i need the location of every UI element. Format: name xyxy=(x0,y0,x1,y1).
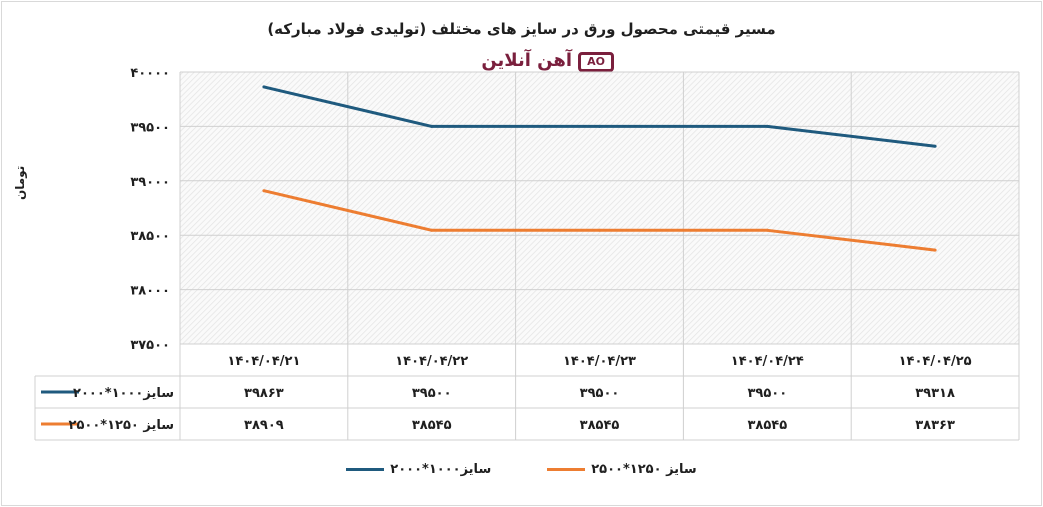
x-tick-label: ۱۴۰۴/۰۴/۲۲ xyxy=(395,354,468,369)
y-tick-label: ۳۸۰۰۰ xyxy=(130,284,170,299)
y-tick-label: ۳۹۰۰۰ xyxy=(130,175,170,190)
y-tick-label: ۳۸۵۰۰ xyxy=(130,229,170,244)
y-tick-label: ۳۹۵۰۰ xyxy=(130,120,170,135)
brand-logo: آهن آنلاین AO xyxy=(460,48,620,76)
x-tick-label: ۱۴۰۴/۰۴/۲۵ xyxy=(899,354,972,369)
legend-swatch xyxy=(547,468,586,471)
plot-area xyxy=(180,72,1019,344)
x-tick-label: ۱۴۰۴/۰۴/۲۴ xyxy=(731,354,804,369)
table-value: ۳۸۹۰۹ xyxy=(244,418,284,433)
table-value: ۳۸۵۴۵ xyxy=(580,418,620,433)
table-series-name: سایز۱۰۰۰*۲۰۰۰ xyxy=(73,386,174,401)
table-value: ۳۸۵۴۵ xyxy=(747,418,787,433)
legend-item: سایز۱۰۰۰*۲۰۰۰ xyxy=(346,462,491,477)
logo-mark: AO xyxy=(578,52,614,72)
table-value: ۳۹۳۱۸ xyxy=(915,386,955,401)
data-point xyxy=(598,124,601,128)
x-tick-label: ۱۴۰۴/۰۴/۲۳ xyxy=(563,354,636,369)
table-value: ۳۸۵۴۵ xyxy=(412,418,452,433)
logo-text: آهن آنلاین xyxy=(481,50,572,71)
x-tick-label: ۱۴۰۴/۰۴/۲۱ xyxy=(227,354,300,369)
legend: سایز۱۰۰۰*۲۰۰۰ سایز ۱۲۵۰*۲۵۰۰ xyxy=(0,462,1043,477)
data-point xyxy=(262,85,266,89)
table-value: ۳۹۵۰۰ xyxy=(747,386,787,401)
chart-title: مسیر قیمتی محصول ورق در سایز های مختلف (… xyxy=(267,20,776,38)
table-value: ۳۸۳۶۳ xyxy=(915,418,955,433)
series-lines xyxy=(262,85,937,252)
table-series-name: سایز ۱۲۵۰*۲۵۰۰ xyxy=(69,418,174,433)
y-tick-labels: ۴۰۰۰۰ ۳۹۵۰۰ ۳۹۰۰۰ ۳۸۵۰۰ ۳۸۰۰۰ ۳۷۵۰۰ xyxy=(130,66,170,353)
y-tick-label: ۳۷۵۰۰ xyxy=(130,338,170,353)
data-point xyxy=(598,228,601,232)
y-tick-label: ۴۰۰۰۰ xyxy=(130,66,170,81)
data-point xyxy=(765,228,769,232)
table-value: ۳۹۵۰۰ xyxy=(580,386,620,401)
legend-label: سایز ۱۲۵۰*۲۵۰۰ xyxy=(591,462,697,477)
legend-label: سایز۱۰۰۰*۲۰۰۰ xyxy=(390,462,492,477)
data-table: ۱۴۰۴/۰۴/۲۱ ۱۴۰۴/۰۴/۲۲ ۱۴۰۴/۰۴/۲۳ ۱۴۰۴/۰۴/۲۴… xyxy=(34,343,1020,441)
data-point xyxy=(430,228,434,232)
data-point xyxy=(933,248,937,252)
data-point xyxy=(430,124,434,128)
data-point xyxy=(262,189,266,193)
data-point xyxy=(765,124,769,128)
table-value: ۳۹۵۰۰ xyxy=(412,386,452,401)
table-value: ۳۹۸۶۳ xyxy=(244,386,284,401)
legend-swatch xyxy=(346,468,385,471)
legend-item: سایز ۱۲۵۰*۲۵۰۰ xyxy=(547,462,697,477)
data-point xyxy=(933,144,937,148)
